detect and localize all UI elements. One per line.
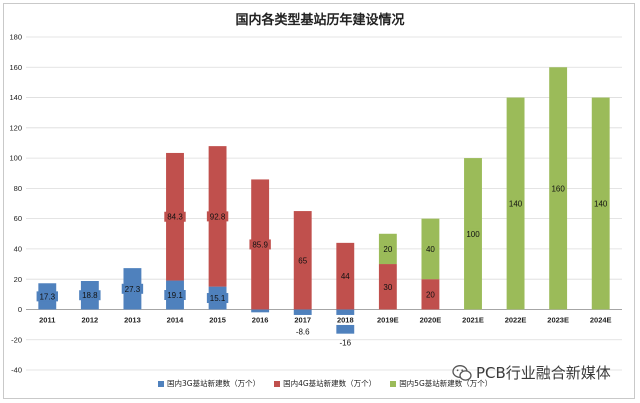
data-label: 44 xyxy=(341,272,350,281)
data-label: 15.1 xyxy=(210,294,226,303)
data-label: -16 xyxy=(340,339,352,348)
data-label: 20 xyxy=(426,290,435,299)
x-tick-label: 2022E xyxy=(505,315,527,324)
legend-entry: 国内4G基站新建数（万个） xyxy=(274,378,376,389)
legend-entry: 国内3G基站新建数（万个） xyxy=(158,378,260,389)
legend-swatch xyxy=(390,380,397,387)
y-tick-label: 100 xyxy=(9,154,22,163)
data-label-backdrop xyxy=(549,183,567,194)
data-label-backdrop xyxy=(381,243,394,254)
data-label: 30 xyxy=(383,283,392,292)
y-tick-label: 120 xyxy=(9,123,22,132)
data-labels: 17.318.827.319.184.315.192.8-1.985.9-8.6… xyxy=(36,183,610,348)
data-label: 40 xyxy=(426,245,435,254)
x-tick-backdrop xyxy=(334,314,357,325)
data-label-backdrop xyxy=(206,211,229,222)
data-label: -8.6 xyxy=(296,327,310,336)
x-tick-label: 2012 xyxy=(82,315,99,324)
x-tick-label: 2018 xyxy=(337,315,354,324)
data-label: 92.8 xyxy=(210,212,226,221)
data-label-backdrop xyxy=(424,289,437,300)
data-label-backdrop xyxy=(206,293,229,304)
x-tick-label: 2023E xyxy=(547,315,569,324)
data-label-backdrop xyxy=(464,228,482,239)
data-label-backdrop xyxy=(121,283,144,294)
chart-frame xyxy=(3,3,635,399)
y-tick-label: 80 xyxy=(14,184,22,193)
data-label: 27.3 xyxy=(125,285,141,294)
wechat-icon xyxy=(452,364,472,381)
data-label-backdrop xyxy=(592,198,610,209)
data-label: 140 xyxy=(509,200,523,209)
x-tick-backdrop xyxy=(291,314,314,325)
chart-title: 国内各类型基站历年建设情况 xyxy=(235,13,405,28)
data-label: 20 xyxy=(383,245,392,254)
x-axis-ticks: 2011 2012 2013 2014 2015 2016 2017 2018 2019E 202… xyxy=(39,314,612,325)
x-tick-label: 2013 xyxy=(124,315,141,324)
y-tick-label: -40 xyxy=(11,366,22,375)
bar-series-1 xyxy=(251,309,270,313)
y-tick-label: -20 xyxy=(11,335,22,344)
y-tick-label: 180 xyxy=(9,33,22,42)
watermark: PCB行业融合新媒体 xyxy=(452,362,611,383)
y-tick-label: 40 xyxy=(14,245,22,254)
legend-label: 国内3G基站新建数（万个） xyxy=(167,379,261,388)
x-tick-label: 2021E xyxy=(462,315,484,324)
data-label-backdrop xyxy=(296,255,309,266)
data-label-backdrop xyxy=(424,243,437,254)
legend-entry: 国内5G基站新建数（万个） xyxy=(390,378,492,389)
data-label: 100 xyxy=(466,230,480,239)
data-label-backdrop xyxy=(79,290,101,301)
data-label: 160 xyxy=(551,184,565,193)
x-tick-label: 2017 xyxy=(294,315,311,324)
data-label: 85.9 xyxy=(252,240,268,249)
legend-swatch xyxy=(158,380,164,387)
data-label: 17.3 xyxy=(39,292,55,301)
x-tick-label: 2016 xyxy=(252,315,269,324)
legend-label: 国内4G基站新建数（万个） xyxy=(283,379,377,388)
x-tick-label: 2024E xyxy=(590,315,612,324)
data-label-backdrop xyxy=(249,239,271,250)
y-tick-label: 0 xyxy=(18,305,22,314)
data-label-backdrop xyxy=(507,198,524,209)
data-label-backdrop xyxy=(36,291,58,302)
data-label-backdrop xyxy=(164,289,186,300)
x-tick-label: 2015 xyxy=(209,315,226,324)
y-axis-ticks: 180 160 140 120 100 80 60 40 20 0 -20 -40 xyxy=(9,33,22,375)
x-tick-backdrop xyxy=(249,314,272,325)
watermark-text: PCB行业融合新媒体 xyxy=(476,364,611,382)
data-label: 18.8 xyxy=(82,291,98,300)
y-tick-label: 20 xyxy=(14,275,22,284)
y-tick-label: 160 xyxy=(9,63,22,72)
x-tick-label: 2014 xyxy=(167,315,185,324)
legend-swatch xyxy=(274,380,281,387)
x-tick-label: 2020E xyxy=(420,315,442,324)
data-label: 140 xyxy=(594,200,608,209)
data-label: 84.3 xyxy=(167,213,183,222)
data-label-backdrop xyxy=(381,281,394,292)
data-label-backdrop xyxy=(164,211,186,222)
y-tick-label: 140 xyxy=(9,93,22,102)
legend-label: 国内5G基站新建数（万个） xyxy=(399,379,493,388)
y-tick-label: 60 xyxy=(14,214,22,223)
x-tick-label: 2019E xyxy=(377,315,399,324)
data-label-backdrop xyxy=(339,271,352,282)
gridlines xyxy=(26,36,622,371)
x-tick-label: 2011 xyxy=(39,315,55,324)
legend: 国内3G基站新建数（万个） 国内4G基站新建数（万个） 国内5G基站新建数（万个） xyxy=(158,378,492,389)
data-label: 65 xyxy=(298,256,307,265)
data-label: 19.1 xyxy=(167,291,183,300)
